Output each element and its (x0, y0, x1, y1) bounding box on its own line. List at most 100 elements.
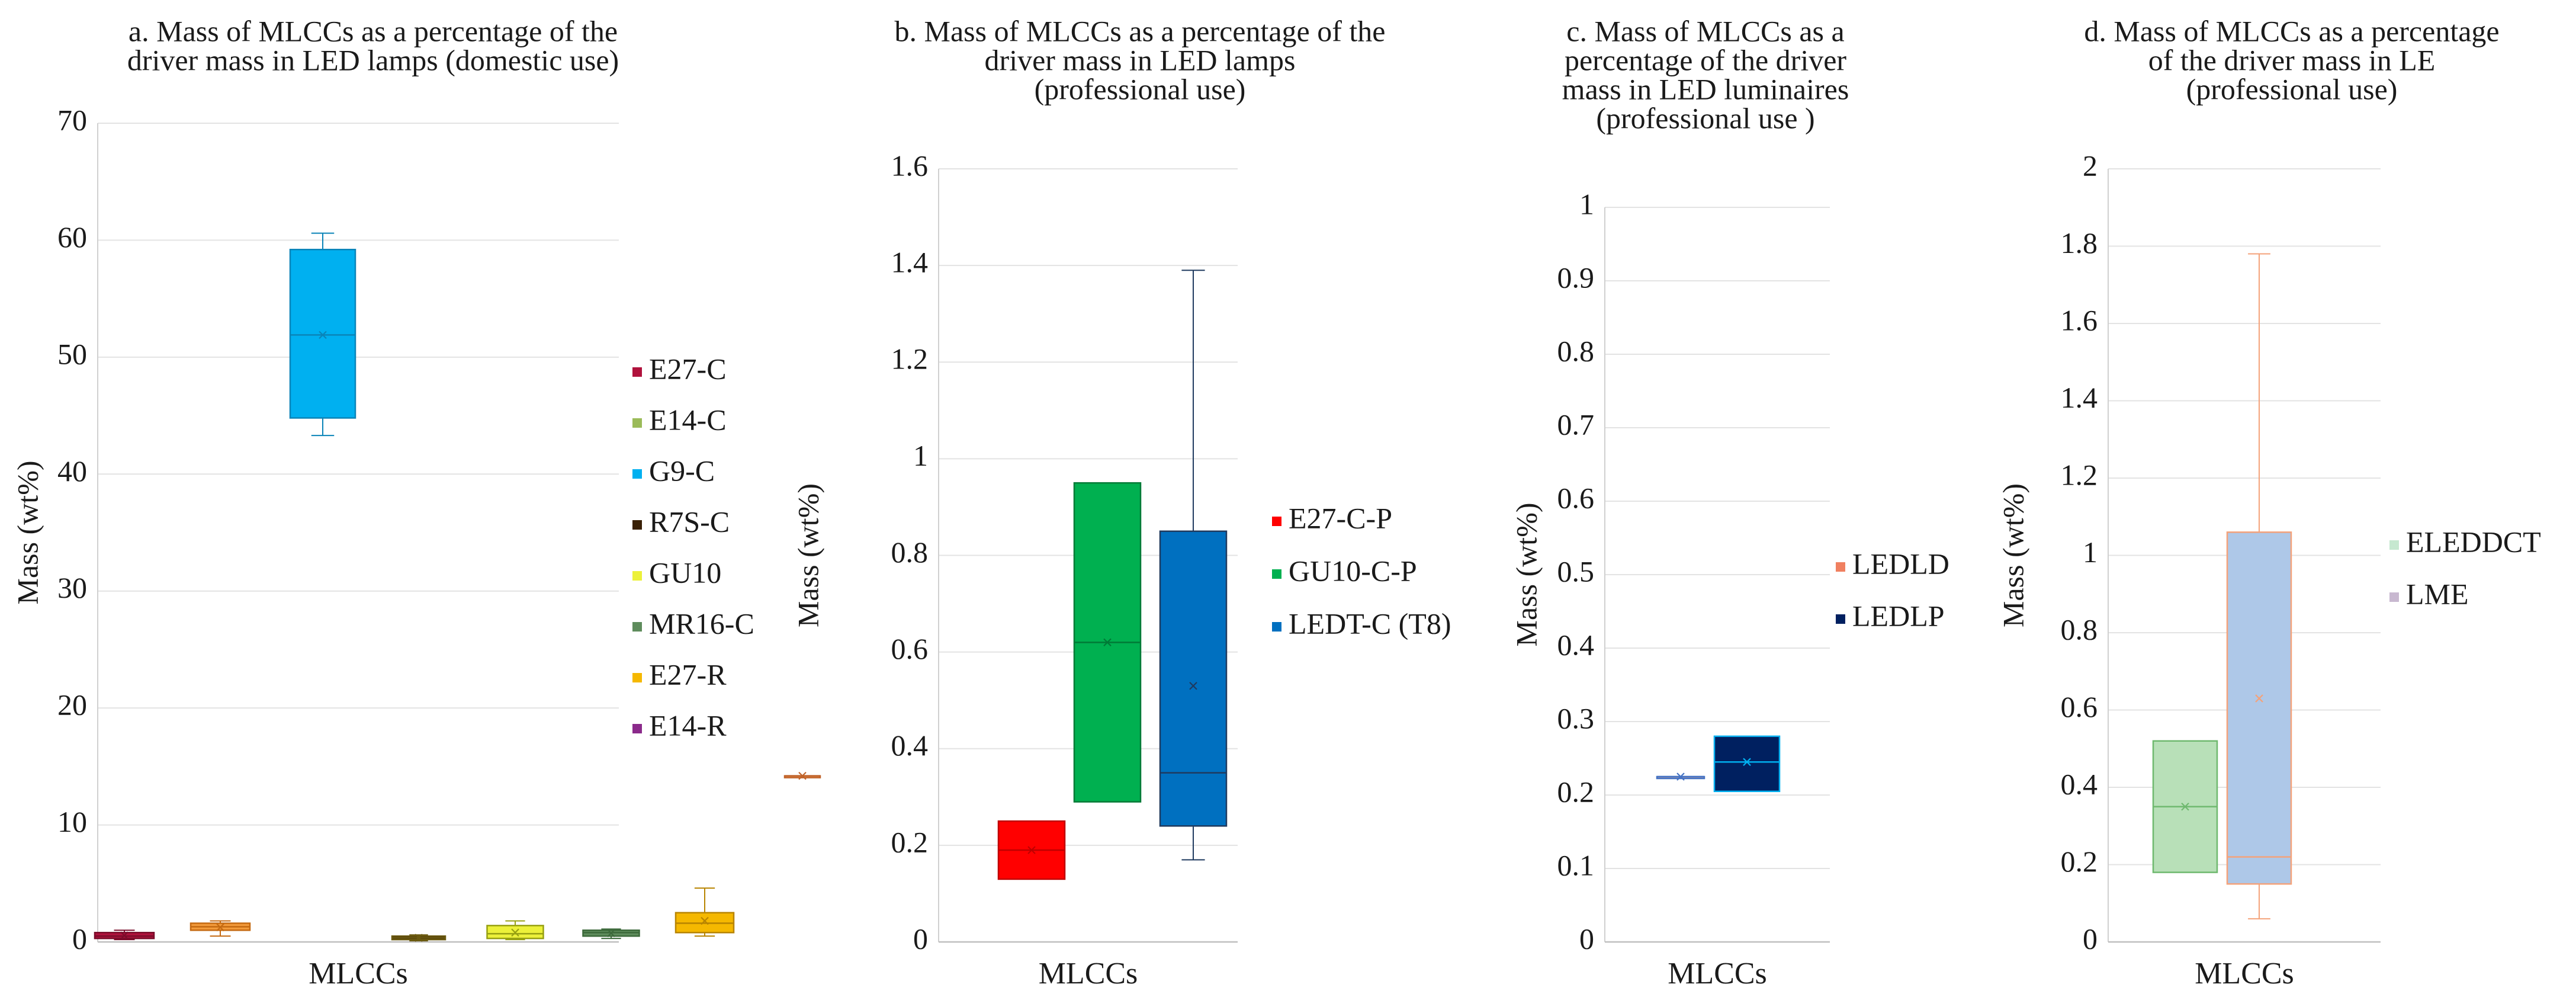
mean-marker (1027, 846, 1036, 854)
x-axis-label: MLCCs (1668, 957, 1767, 991)
box-body (1713, 735, 1781, 793)
legend-label: E14-C (649, 403, 727, 436)
x-axis-label: MLCCs (309, 957, 408, 991)
legend-label: LEDLD (1852, 547, 1949, 580)
mean-marker (216, 923, 224, 932)
legend-item-ELEDDCT: ELEDDCT (2389, 525, 2541, 558)
y-tick-label: 0 (913, 922, 928, 955)
box-LEDLD (1656, 773, 1705, 781)
legend-label: G9-C (649, 454, 715, 487)
legend-item-GU10-C-P: GU10-C-P (1272, 554, 1417, 587)
box-E27-R (674, 887, 735, 937)
y-tick-label: 0.4 (1557, 628, 1595, 661)
y-tick-label: 0.7 (1557, 408, 1595, 441)
y-tick-label: 1 (913, 439, 928, 472)
chart-title-line: b. Mass of MLCCs as a percentage of the (895, 14, 1386, 47)
y-tick-label: 0.2 (1557, 775, 1595, 808)
box-body (289, 248, 356, 419)
y-tick-label: 0.3 (1557, 701, 1595, 735)
mean-marker (2181, 802, 2189, 811)
box-GU10-C-P (1073, 482, 1142, 803)
mean-marker (1103, 638, 1112, 647)
y-tick-label: 30 (57, 571, 87, 604)
mean-marker (1676, 773, 1685, 781)
legend-item-E14-C: E14-C (632, 403, 727, 436)
mean-marker (607, 929, 615, 937)
chart-title-line: (professional use) (2186, 72, 2398, 105)
y-axis-label: Mass (wt%) (1996, 483, 2029, 627)
y-tick-label: 0.6 (1557, 481, 1595, 514)
y-tick-label: 0.6 (891, 632, 929, 665)
mean-marker (1189, 681, 1197, 690)
legend-swatch (1272, 622, 1281, 632)
y-tick-label: 0.4 (891, 729, 929, 762)
y-axis-label: Mass (wt%) (791, 483, 824, 627)
legend-label: E27-C (649, 352, 727, 385)
legend-swatch (632, 469, 642, 479)
legend-label: E27-C-P (1289, 501, 1392, 534)
y-tick-label: 0.1 (1557, 848, 1595, 882)
legend-label: MR16-C (649, 607, 754, 640)
y-tick-label: 1.2 (2061, 458, 2098, 491)
legend-label: R7S-C (649, 505, 730, 538)
mean-marker (415, 934, 423, 942)
legend-item-E27-C: E27-C (632, 352, 727, 385)
legend-label: E27-R (649, 658, 727, 691)
y-tick-label: 0 (72, 922, 87, 955)
y-tick-label: 1.6 (891, 149, 929, 182)
y-tick-label: 0.8 (1557, 334, 1595, 367)
box-LME (2226, 253, 2292, 919)
legend-item-LME: LME (2389, 577, 2469, 610)
chart-panel-b: b. Mass of MLCCs as a percentage of thed… (791, 14, 1451, 990)
y-tick-label: 1 (1579, 187, 1594, 220)
box-body (2226, 531, 2292, 885)
chart-title-line: driver mass in LED lamps (domestic use) (127, 43, 619, 76)
legend-swatch (2389, 592, 2399, 602)
y-tick-label: 10 (57, 805, 87, 838)
mean-marker (701, 916, 709, 925)
legend-item-MR16-C: MR16-C (632, 607, 754, 640)
box-G9-C (289, 232, 356, 437)
chart-title-line: a. Mass of MLCCs as a percentage of the (129, 14, 618, 47)
box-LEDLP (1713, 735, 1781, 793)
legend-item-E14-R: E14-R (632, 709, 727, 742)
y-tick-label: 0 (2083, 922, 2098, 955)
chart-title-line: (professional use) (1035, 72, 1246, 105)
legend-label: LME (2406, 577, 2469, 610)
y-tick-label: 1.6 (2061, 303, 2098, 336)
legend-item-E27-C-P: E27-C-P (1272, 501, 1392, 534)
y-tick-label: 0 (1579, 922, 1594, 955)
box-E14-C (189, 920, 251, 937)
box-E27-C-P (997, 820, 1066, 880)
box-ELEDDCT (2152, 740, 2218, 873)
legend-label: LEDLP (1852, 599, 1945, 632)
y-tick-label: 0.2 (891, 825, 929, 858)
legend-swatch (1272, 517, 1281, 526)
legend-item-LEDLP: LEDLP (1836, 599, 1945, 632)
legend-swatch (632, 571, 642, 581)
box-LEDT-C (T8) (1159, 270, 1228, 861)
chart-title-line: percentage of the driver (1565, 43, 1846, 76)
legend-swatch (1836, 614, 1845, 624)
legend-item-LEDT-C (T8): LEDT-C (T8) (1272, 607, 1451, 640)
legend-item-G9-C: G9-C (632, 454, 715, 487)
chart-title-line: (professional use ) (1596, 101, 1814, 134)
mean-marker (120, 931, 129, 940)
y-tick-label: 0.8 (891, 536, 929, 569)
y-tick-label: 1.4 (891, 246, 929, 279)
legend-label: LEDT-C (T8) (1289, 607, 1451, 640)
y-tick-label: 0.2 (2061, 845, 2098, 878)
legend-swatch (632, 622, 642, 632)
mean-marker (319, 331, 327, 339)
legend-label: ELEDDCT (2406, 525, 2541, 558)
legend-item-LEDLD: LEDLD (1836, 547, 1949, 580)
y-tick-label: 0.5 (1557, 555, 1595, 588)
y-tick-label: 70 (57, 103, 87, 136)
y-tick-label: 0.4 (2061, 767, 2098, 800)
y-tick-label: 2 (2083, 149, 2098, 182)
y-tick-label: 1.8 (2061, 226, 2098, 259)
box-body (1159, 530, 1228, 827)
chart-title-line: driver mass in LED lamps (985, 43, 1296, 76)
legend-label: GU10-C-P (1289, 554, 1417, 587)
